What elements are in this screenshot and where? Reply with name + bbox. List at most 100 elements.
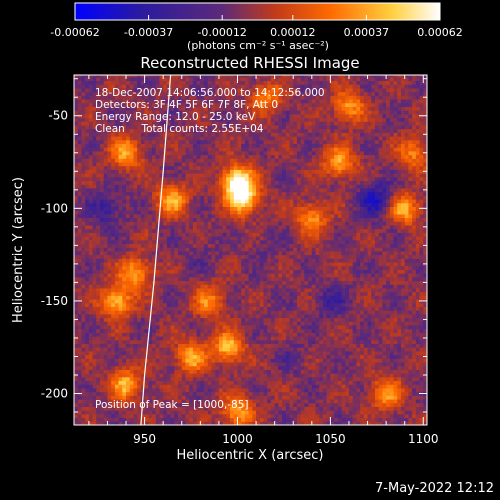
heatmap-cell bbox=[248, 176, 253, 182]
heatmap-cell bbox=[256, 128, 261, 133]
heatmap-cell bbox=[163, 306, 168, 311]
heatmap-cell bbox=[118, 80, 123, 85]
heatmap-cell bbox=[129, 150, 134, 156]
heatmap-cell bbox=[241, 176, 246, 182]
heatmap-cell bbox=[92, 273, 97, 278]
heatmap-cell bbox=[256, 154, 261, 159]
heatmap-cell bbox=[159, 321, 164, 326]
heatmap-cell bbox=[92, 102, 97, 107]
heatmap-cell bbox=[85, 417, 90, 422]
heatmap-cell bbox=[192, 247, 198, 252]
heatmap-cell bbox=[196, 410, 201, 415]
heatmap-cell bbox=[140, 339, 146, 345]
heatmap-cell bbox=[137, 128, 142, 133]
heatmap-cell bbox=[77, 339, 82, 345]
heatmap-cell bbox=[137, 213, 142, 219]
heatmap-cell bbox=[77, 262, 82, 267]
heatmap-cell bbox=[244, 350, 250, 356]
heatmap-cell bbox=[192, 276, 198, 282]
heatmap-cell bbox=[137, 84, 142, 89]
heatmap-cell bbox=[126, 117, 131, 122]
heatmap-cell bbox=[96, 406, 101, 411]
heatmap-cell bbox=[137, 302, 142, 307]
heatmap-cell bbox=[137, 75, 142, 78]
heatmap-cell bbox=[174, 147, 179, 152]
heatmap-cell bbox=[163, 187, 168, 193]
heatmap-cell bbox=[259, 350, 265, 356]
heatmap-cell bbox=[200, 202, 205, 207]
heatmap-cell bbox=[196, 80, 201, 85]
heatmap-cell bbox=[118, 91, 123, 96]
heatmap-cell bbox=[207, 136, 212, 141]
heatmap-cell bbox=[222, 102, 227, 107]
heatmap-cell bbox=[226, 121, 231, 126]
colorbar-tick-label: 0.00037 bbox=[344, 26, 390, 39]
heatmap-cell bbox=[192, 413, 198, 419]
heatmap-cell bbox=[222, 247, 227, 252]
heatmap-cell bbox=[126, 76, 131, 82]
heatmap-cell bbox=[263, 395, 268, 400]
heatmap-cell bbox=[85, 110, 90, 115]
heatmap-cell bbox=[152, 313, 157, 319]
heatmap-cell bbox=[129, 262, 134, 267]
heatmap-cell bbox=[215, 395, 220, 400]
heatmap-cell bbox=[122, 384, 127, 389]
heatmap-cell bbox=[215, 339, 220, 345]
heatmap-cell bbox=[267, 402, 272, 407]
heatmap-cell bbox=[163, 284, 168, 289]
heatmap-cell bbox=[88, 165, 94, 170]
heatmap-cell bbox=[230, 99, 235, 104]
heatmap-cell bbox=[230, 258, 235, 263]
heatmap-cell bbox=[263, 165, 268, 170]
heatmap-cell bbox=[259, 191, 265, 196]
heatmap-cell bbox=[241, 191, 246, 196]
heatmap-cell bbox=[178, 380, 183, 385]
heatmap-cell bbox=[252, 84, 257, 89]
heatmap-cell bbox=[241, 302, 246, 307]
heatmap-cell bbox=[114, 117, 120, 122]
heatmap-cell bbox=[215, 299, 220, 304]
heatmap-cell bbox=[166, 187, 172, 193]
heatmap-cell bbox=[252, 402, 257, 407]
heatmap-cell bbox=[159, 399, 164, 404]
heatmap-cell bbox=[111, 143, 116, 148]
heatmap-cell bbox=[111, 84, 116, 89]
heatmap-cell bbox=[96, 287, 101, 293]
heatmap-cell bbox=[85, 302, 90, 307]
heatmap-cell bbox=[137, 243, 142, 248]
heatmap-cell bbox=[196, 239, 201, 245]
heatmap-cell bbox=[92, 325, 97, 330]
heatmap-cell bbox=[159, 325, 164, 330]
heatmap-cell bbox=[218, 191, 224, 196]
heatmap-cell bbox=[263, 139, 268, 145]
heatmap-cell bbox=[111, 384, 116, 389]
heatmap-cell bbox=[204, 99, 209, 104]
heatmap-cell bbox=[126, 313, 131, 319]
heatmap-cell bbox=[248, 102, 253, 107]
heatmap-cell bbox=[163, 121, 168, 126]
heatmap-cell bbox=[237, 343, 242, 348]
heatmap-cell bbox=[267, 295, 272, 300]
heatmap-cell bbox=[215, 280, 220, 285]
heatmap-cell bbox=[185, 299, 190, 304]
heatmap-cell bbox=[103, 199, 108, 204]
heatmap-cell bbox=[77, 387, 82, 393]
heatmap-cell bbox=[178, 358, 183, 363]
heatmap-cell bbox=[155, 184, 160, 189]
heatmap-cell bbox=[218, 147, 224, 152]
heatmap-cell bbox=[103, 225, 108, 230]
heatmap-cell bbox=[148, 376, 153, 382]
heatmap-cell bbox=[256, 136, 261, 141]
heatmap-cell bbox=[259, 125, 265, 130]
heatmap-cell bbox=[200, 276, 205, 282]
heatmap-cell bbox=[189, 125, 194, 130]
heatmap-cell bbox=[155, 143, 160, 148]
heatmap-cell bbox=[226, 76, 231, 82]
heatmap-cell bbox=[244, 247, 250, 252]
heatmap-cell bbox=[100, 410, 105, 415]
heatmap-cell bbox=[163, 421, 168, 425]
heatmap-cell bbox=[200, 75, 205, 78]
heatmap-cell bbox=[196, 406, 201, 411]
heatmap-cell bbox=[118, 125, 123, 130]
heatmap-cell bbox=[100, 302, 105, 307]
